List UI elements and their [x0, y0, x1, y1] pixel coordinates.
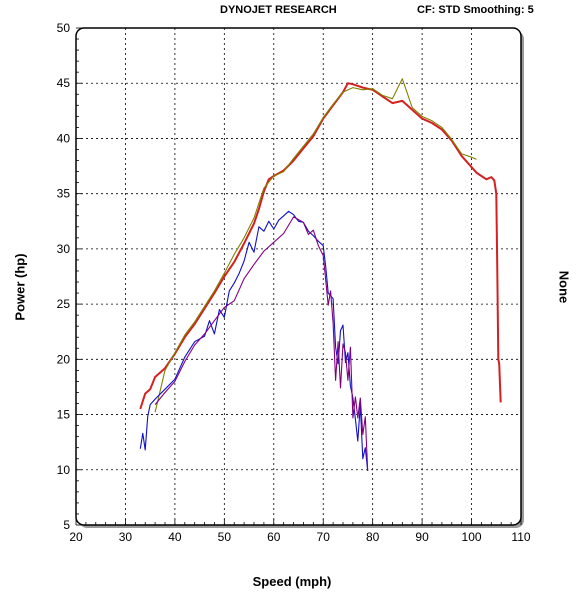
y-tick-label: 10 — [57, 463, 71, 477]
x-tick-label: 50 — [218, 530, 232, 544]
x-tick-label: 20 — [69, 530, 83, 544]
x-tick-label: 60 — [267, 530, 281, 544]
y-tick-label: 50 — [57, 21, 71, 35]
y-tick-label: 20 — [57, 352, 71, 366]
series-line-2 — [154, 78, 477, 413]
y-tick-label: 30 — [57, 242, 71, 256]
x-tick-label: 110 — [511, 530, 530, 544]
x-tick-label: 70 — [317, 530, 331, 544]
x-tick-label: 40 — [168, 530, 182, 544]
y-tick-label: 45 — [57, 76, 71, 90]
x-tick-label: 30 — [119, 530, 133, 544]
x-tick-label: 80 — [366, 530, 380, 544]
y-tick-label: 15 — [57, 408, 71, 422]
y-tick-label: 5 — [63, 518, 70, 532]
plot-frame — [75, 27, 522, 526]
y-tick-label: 40 — [57, 131, 71, 145]
x-tick-label: 90 — [415, 530, 429, 544]
x-tick-label: 100 — [462, 530, 482, 544]
series-line-4 — [154, 216, 369, 471]
x-axis-label: Speed (mph) — [252, 574, 332, 589]
y-tick-label: 35 — [57, 187, 71, 201]
y-tick-label: 25 — [57, 297, 71, 311]
settings-header: CF: STD Smoothing: 5 — [417, 4, 534, 16]
series-line-3 — [139, 210, 369, 471]
brand-header: DYNOJET RESEARCH — [220, 4, 337, 16]
